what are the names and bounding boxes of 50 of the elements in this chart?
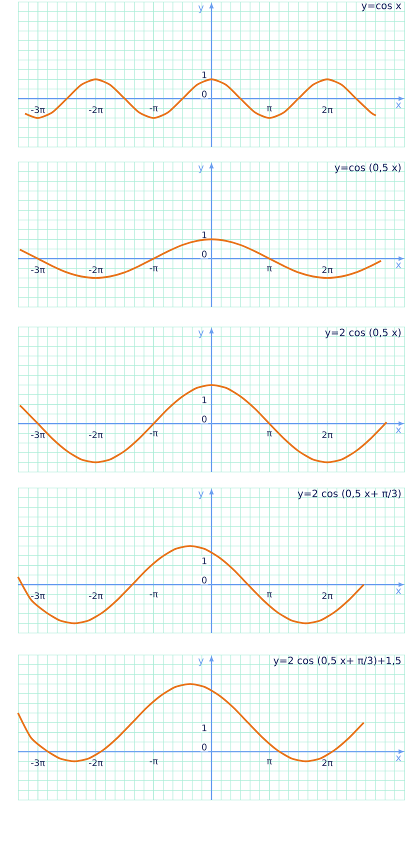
x-tick-label: π — [266, 431, 272, 436]
x-tick-label: -π — [150, 266, 158, 272]
y-tick-label: 0 — [202, 744, 207, 750]
y-tick-label: 1 — [202, 72, 206, 78]
x-axis-title: x — [396, 588, 402, 594]
chart-title: y=cos x — [362, 4, 402, 12]
y-tick-label: 1 — [202, 396, 206, 404]
x-tick-label: -3π — [31, 266, 45, 274]
y-axis-title: y — [198, 658, 204, 666]
y-tick-label: 1 — [202, 232, 206, 238]
x-axis-title: x — [396, 262, 402, 268]
x-tick-label: 2π — [322, 266, 333, 274]
y-tick-label: 0 — [202, 416, 207, 422]
chart-title: y=2 cos (0,5 x+ π/3) — [298, 490, 401, 500]
x-tick-label: -π — [150, 592, 158, 598]
y-tick-label: 0 — [202, 576, 207, 584]
x-tick-label: -2π — [89, 431, 103, 438]
x-tick-label: π — [266, 759, 272, 764]
x-axis-title: x — [396, 428, 402, 434]
chart-title: y=2 cos (0,5 x+ π/3)+1,5 — [274, 656, 401, 666]
y-tick-label: 1 — [202, 724, 206, 732]
x-tick-label: -π — [150, 106, 158, 112]
chart-title: y=cos (0,5 x) — [334, 164, 401, 174]
y-tick-label: 0 — [202, 90, 207, 98]
x-tick-label: 2π — [322, 592, 333, 600]
y-tick-label: 0 — [202, 250, 207, 258]
x-tick-label: π — [266, 592, 272, 598]
x-tick-label: -2π — [89, 592, 103, 600]
y-axis-title: y — [198, 492, 204, 500]
x-axis-title: x — [396, 756, 402, 762]
x-tick-label: 2π — [322, 106, 333, 114]
x-tick-label: -π — [150, 759, 158, 764]
x-tick-label: -3π — [31, 759, 45, 766]
x-tick-label: π — [266, 106, 272, 112]
x-tick-label: -2π — [89, 266, 103, 274]
x-axis-title: x — [396, 102, 402, 108]
x-tick-label: -2π — [89, 106, 103, 114]
y-axis-title: y — [198, 330, 204, 338]
x-tick-label: -3π — [31, 431, 45, 438]
x-tick-label: -3π — [31, 592, 45, 600]
x-tick-label: -π — [150, 431, 158, 436]
chart-title: y=2 cos (0,5 x) — [325, 328, 401, 338]
x-tick-label: -3π — [31, 106, 45, 114]
x-tick-label: 2π — [322, 431, 333, 438]
y-tick-label: 1 — [202, 558, 206, 564]
x-tick-label: π — [266, 266, 272, 272]
x-tick-label: 2π — [322, 759, 333, 766]
y-axis-title: y — [198, 166, 204, 174]
y-axis-title: y — [198, 6, 204, 14]
x-tick-label: -2π — [89, 759, 103, 766]
